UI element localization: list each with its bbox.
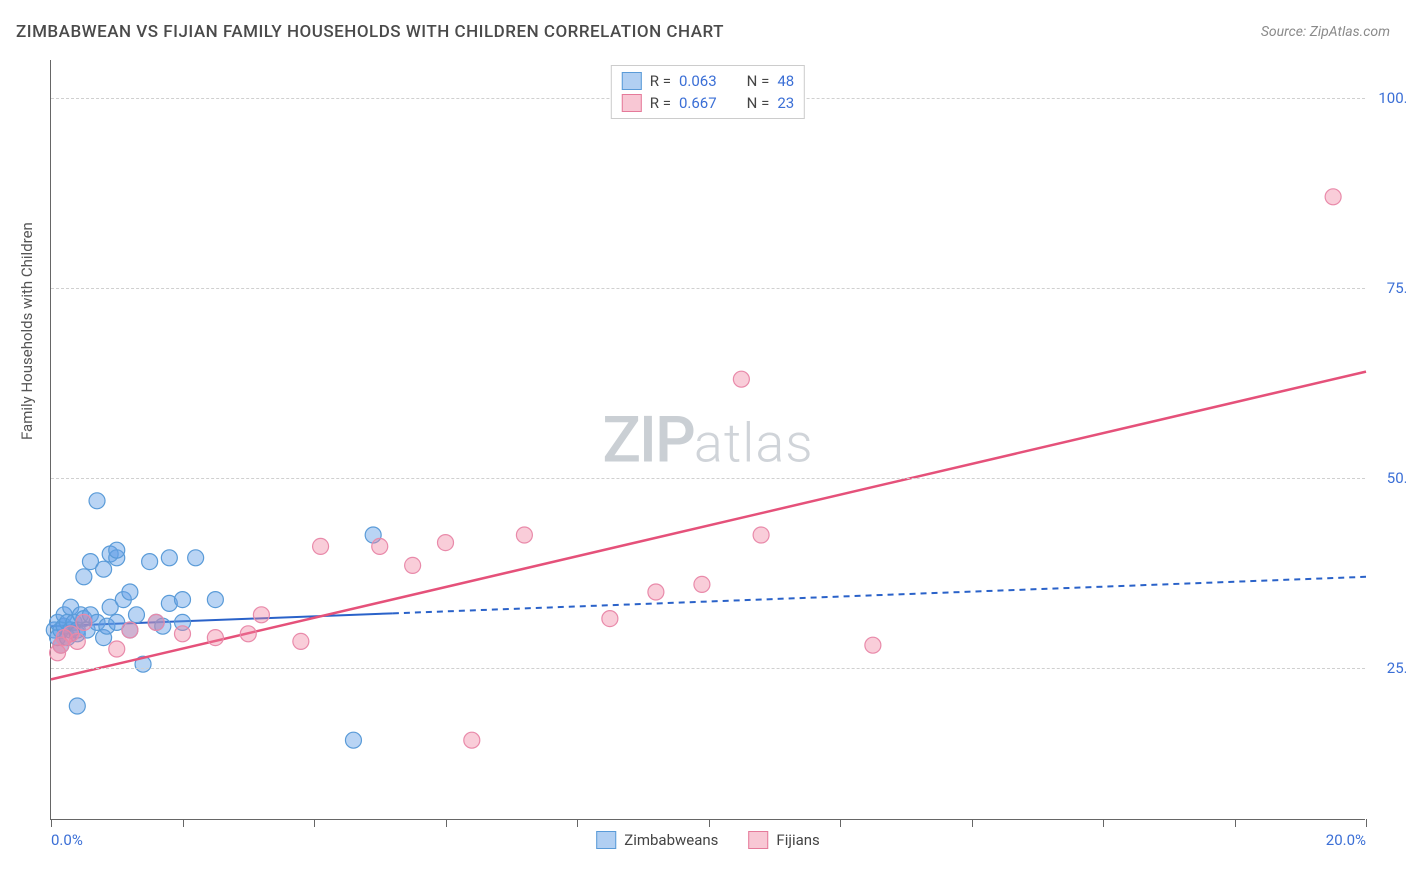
legend-stat-row: R = 0.063 N = 48 [622, 70, 794, 92]
legend-swatch [622, 94, 642, 112]
data-point[interactable] [109, 542, 125, 558]
data-point[interactable] [602, 611, 618, 627]
data-point[interactable] [207, 630, 223, 646]
n-value: 23 [777, 94, 794, 112]
gridline-horizontal [51, 288, 1365, 289]
source-attribution: Source: ZipAtlas.com [1261, 24, 1390, 40]
data-point[interactable] [1325, 189, 1341, 205]
data-point[interactable] [122, 622, 138, 638]
data-point[interactable] [464, 732, 480, 748]
x-tick [709, 819, 710, 827]
n-label: N = [747, 94, 770, 112]
data-point[interactable] [372, 538, 388, 554]
data-point[interactable] [161, 550, 177, 566]
data-point[interactable] [313, 538, 329, 554]
data-point[interactable] [405, 557, 421, 573]
x-tick [972, 819, 973, 827]
data-point[interactable] [89, 493, 105, 509]
legend-stats: R = 0.063 N = 48 R = 0.667 N = 23 [611, 65, 805, 119]
data-point[interactable] [142, 554, 158, 570]
legend-label: Zimbabweans [624, 831, 718, 849]
x-tick-label: 20.0% [1326, 831, 1366, 849]
legend-stat-row: R = 0.667 N = 23 [622, 92, 794, 114]
legend-label: Fijians [776, 831, 819, 849]
x-tick [1103, 819, 1104, 827]
legend-swatch [748, 831, 768, 849]
scatter-svg [51, 60, 1365, 819]
data-point[interactable] [733, 371, 749, 387]
n-label: N = [747, 72, 770, 90]
y-tick-label: 25.0% [1387, 659, 1406, 677]
legend-swatch [622, 72, 642, 90]
x-tick [446, 819, 447, 827]
data-point[interactable] [175, 592, 191, 608]
y-tick-label: 50.0% [1387, 469, 1406, 487]
r-label: R = [650, 94, 671, 112]
data-point[interactable] [516, 527, 532, 543]
x-tick [314, 819, 315, 827]
data-point[interactable] [188, 550, 204, 566]
x-tick [577, 819, 578, 827]
x-tick-label: 0.0% [51, 831, 83, 849]
data-point[interactable] [240, 626, 256, 642]
data-point[interactable] [753, 527, 769, 543]
chart-title: ZIMBABWEAN VS FIJIAN FAMILY HOUSEHOLDS W… [16, 22, 724, 42]
data-point[interactable] [253, 607, 269, 623]
legend-series: Zimbabweans Fijians [596, 831, 820, 849]
data-point[interactable] [438, 535, 454, 551]
data-point[interactable] [69, 698, 85, 714]
x-tick [51, 819, 52, 827]
data-point[interactable] [175, 626, 191, 642]
data-point[interactable] [694, 576, 710, 592]
x-tick [1366, 819, 1367, 827]
data-point[interactable] [69, 633, 85, 649]
chart-plot-area: ZIPatlas R =0.063N =48R =0.667N =23 Zimb… [50, 60, 1365, 820]
r-value: 0.063 [679, 72, 717, 90]
data-point[interactable] [148, 614, 164, 630]
data-point[interactable] [76, 569, 92, 585]
gridline-horizontal [51, 478, 1365, 479]
x-tick [183, 819, 184, 827]
data-point[interactable] [76, 614, 92, 630]
data-point[interactable] [293, 633, 309, 649]
y-tick-label: 75.0% [1387, 279, 1406, 297]
data-point[interactable] [207, 592, 223, 608]
x-tick [840, 819, 841, 827]
legend-swatch [596, 831, 616, 849]
y-axis-label: Family Households with Children [18, 222, 36, 440]
data-point[interactable] [128, 607, 144, 623]
gridline-horizontal [51, 668, 1365, 669]
legend-item[interactable]: Fijians [748, 831, 819, 849]
data-point[interactable] [648, 584, 664, 600]
n-value: 48 [777, 72, 794, 90]
regression-line-dashed [393, 577, 1366, 614]
data-point[interactable] [109, 641, 125, 657]
data-point[interactable] [96, 561, 112, 577]
r-label: R = [650, 72, 671, 90]
data-point[interactable] [345, 732, 361, 748]
data-point[interactable] [122, 584, 138, 600]
r-value: 0.667 [679, 94, 717, 112]
y-tick-label: 100.0% [1378, 89, 1406, 107]
legend-item[interactable]: Zimbabweans [596, 831, 718, 849]
x-tick [1235, 819, 1236, 827]
data-point[interactable] [865, 637, 881, 653]
